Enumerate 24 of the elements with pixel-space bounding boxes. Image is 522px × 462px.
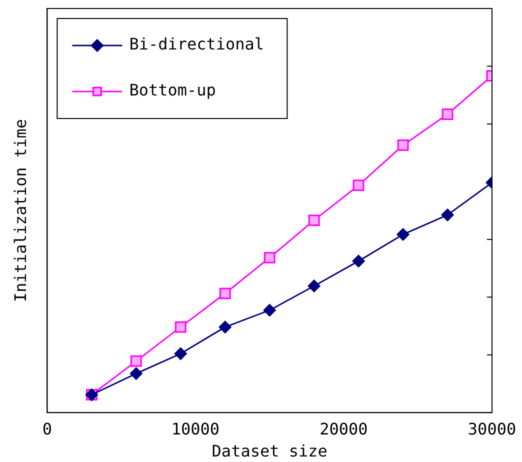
point	[308, 214, 320, 226]
x-tick-label: 0	[42, 419, 52, 438]
y-axis-title: Initialization time	[10, 119, 30, 302]
x-axis-title: Dataset size	[212, 442, 328, 461]
point	[264, 252, 276, 264]
point	[130, 367, 142, 380]
x-tick-label: 20000	[320, 419, 368, 438]
point	[219, 288, 231, 300]
legend-label: Bottom-up	[129, 80, 216, 100]
point	[397, 140, 409, 151]
point	[174, 347, 187, 360]
point	[263, 304, 276, 316]
point	[130, 355, 142, 367]
point	[396, 228, 410, 241]
point	[441, 208, 454, 222]
point	[308, 280, 320, 292]
point	[218, 320, 232, 334]
point	[352, 254, 365, 268]
point	[174, 321, 186, 333]
point	[442, 108, 454, 120]
legend-label: Bi-directional	[129, 34, 264, 54]
x-tick-label: 10000	[171, 419, 220, 438]
point	[352, 180, 364, 191]
x-tick-label: 30000	[468, 419, 516, 438]
